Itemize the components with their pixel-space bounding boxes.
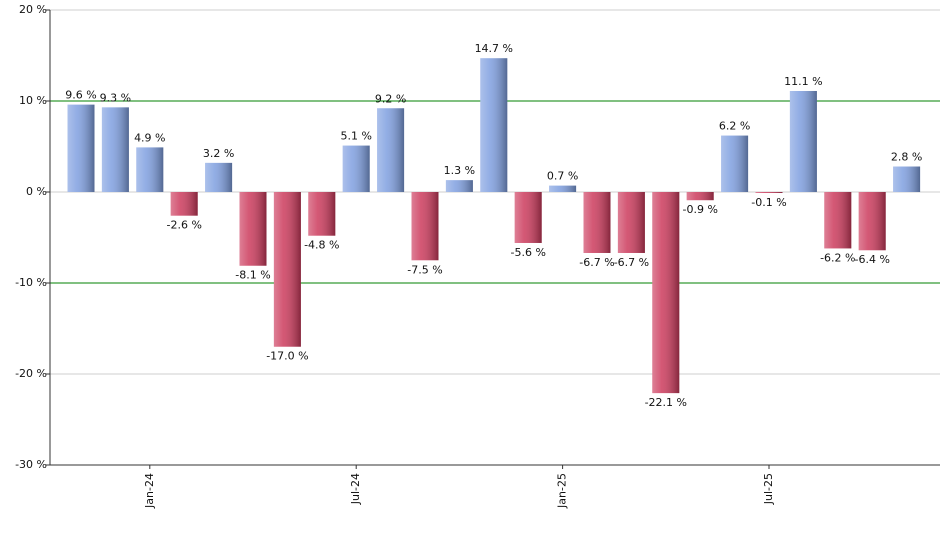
bar-shade [170, 192, 198, 216]
bar-shade [652, 192, 680, 394]
bar-shade [239, 192, 267, 266]
value-label: -22.1 % [645, 396, 687, 409]
value-label: 4.9 % [134, 131, 165, 144]
bar-shade [273, 192, 301, 347]
value-label: 9.2 % [375, 92, 406, 105]
y-tick-label: -30 % [15, 458, 47, 471]
labels: -30 % -20 % -10 % 0 % 10 % 20 % 9.6 % 9.3 % 4.9 … [15, 3, 922, 509]
bar-shade [377, 108, 405, 192]
value-label: -6.7 % [579, 256, 614, 269]
value-label: -6.2 % [820, 251, 855, 264]
x-tick-label: Jul-24 [349, 473, 362, 505]
bar-shade [893, 166, 921, 192]
value-label: -4.8 % [304, 239, 339, 252]
bar-shade [686, 192, 714, 201]
value-label: 3.2 % [203, 147, 234, 160]
bar-shade [721, 135, 749, 192]
value-label: 9.6 % [65, 89, 96, 102]
bar-shade [824, 192, 852, 249]
bar-shade [858, 192, 886, 251]
value-label: 0.7 % [547, 170, 578, 183]
value-label: -5.6 % [510, 246, 545, 259]
bar-shade [308, 192, 336, 236]
value-label: 5.1 % [340, 130, 371, 143]
bar-shade [67, 104, 95, 192]
value-label: -17.0 % [266, 350, 308, 363]
bar-shade [411, 192, 439, 261]
value-label: 11.1 % [784, 75, 822, 88]
value-label: -6.7 % [614, 256, 649, 269]
y-tick-label: 20 % [19, 3, 47, 16]
value-label: -8.1 % [235, 269, 270, 282]
bar-shade [101, 107, 129, 192]
bar-shade [136, 147, 164, 192]
x-tick-label: Jan-25 [556, 473, 569, 509]
y-tick-label: 10 % [19, 94, 47, 107]
bar-shade [583, 192, 611, 253]
x-tick-label: Jan-24 [143, 473, 156, 509]
value-label: 6.2 % [719, 120, 750, 133]
value-label: -7.5 % [407, 263, 442, 276]
bar-shade [617, 192, 645, 253]
y-tick-label: -20 % [15, 367, 47, 380]
y-tick-label: 0 % [26, 185, 47, 198]
bar-shade [789, 90, 817, 192]
value-label: -0.1 % [751, 196, 786, 209]
x-tick-label: Jul-25 [762, 473, 775, 505]
bar-shade [514, 192, 542, 243]
bar-shade [755, 192, 783, 193]
value-label: -0.9 % [682, 203, 717, 216]
value-label: 2.8 % [891, 151, 922, 164]
bars [67, 58, 921, 394]
y-tick-label: -10 % [15, 276, 47, 289]
value-label: -2.6 % [166, 219, 201, 232]
value-label: 9.3 % [100, 91, 131, 104]
bar-shade [205, 162, 233, 192]
value-label: 1.3 % [444, 164, 475, 177]
bar-shade [549, 185, 577, 192]
bar-shade [480, 58, 508, 193]
value-label: 14.7 % [475, 42, 513, 55]
bar-shade [445, 180, 473, 192]
bar-shade [342, 145, 370, 192]
value-label: -6.4 % [854, 253, 889, 266]
